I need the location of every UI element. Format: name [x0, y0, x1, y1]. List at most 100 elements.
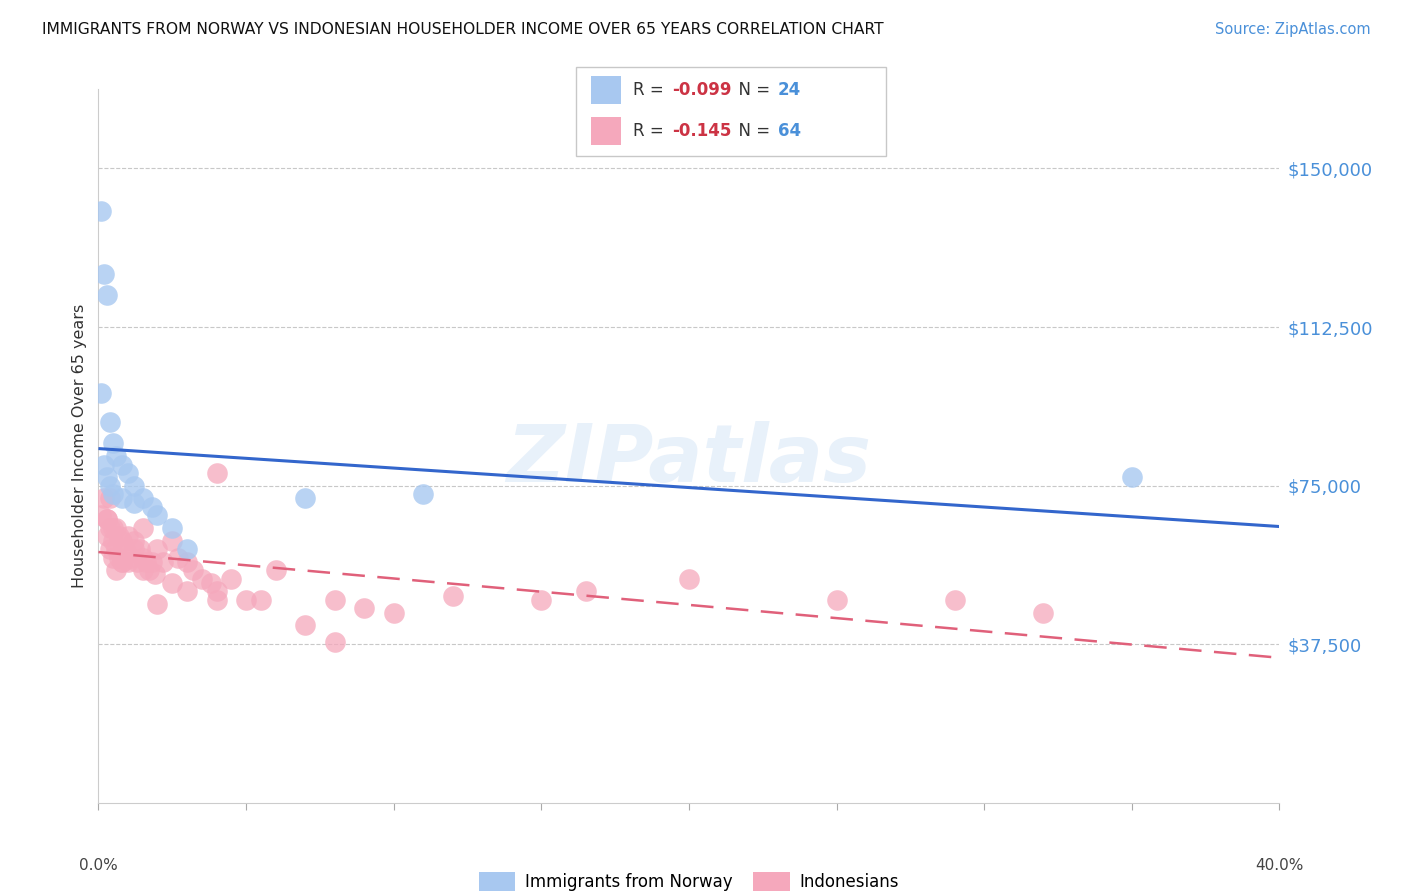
Point	[128, 542, 150, 557]
Point	[943, 592, 966, 607]
Point	[135, 555, 157, 569]
Point	[132, 563, 155, 577]
Point	[191, 572, 214, 586]
Point	[98, 521, 121, 535]
Point	[103, 436, 125, 450]
Point	[122, 542, 145, 557]
Point	[250, 592, 273, 607]
Point	[103, 487, 125, 501]
Point	[1121, 470, 1143, 484]
Point	[146, 597, 169, 611]
Text: IMMIGRANTS FROM NORWAY VS INDONESIAN HOUSEHOLDER INCOME OVER 65 YEARS CORRELATIO: IMMIGRANTS FROM NORWAY VS INDONESIAN HOU…	[42, 22, 884, 37]
Point	[93, 491, 115, 506]
Point	[117, 466, 139, 480]
Point	[382, 606, 405, 620]
Point	[114, 542, 136, 557]
Point	[264, 563, 287, 577]
Point	[117, 529, 139, 543]
Point	[176, 584, 198, 599]
Text: Source: ZipAtlas.com: Source: ZipAtlas.com	[1215, 22, 1371, 37]
Point	[93, 267, 115, 281]
Point	[132, 550, 155, 565]
Point	[143, 567, 166, 582]
Y-axis label: Householder Income Over 65 years: Householder Income Over 65 years	[72, 304, 87, 588]
Legend: Immigrants from Norway, Indonesians: Immigrants from Norway, Indonesians	[472, 865, 905, 892]
Point	[96, 529, 118, 543]
Point	[294, 491, 316, 506]
Text: ZIPatlas: ZIPatlas	[506, 421, 872, 500]
Point	[111, 533, 134, 548]
Point	[162, 521, 183, 535]
Point	[176, 542, 198, 557]
Point	[294, 618, 316, 632]
Point	[205, 592, 228, 607]
Point	[162, 533, 183, 548]
Point	[323, 635, 346, 649]
Point	[205, 584, 228, 599]
Point	[105, 521, 128, 535]
Point	[181, 563, 204, 577]
Point	[117, 555, 139, 569]
Text: R =: R =	[633, 122, 669, 140]
Point	[120, 550, 142, 565]
Point	[96, 288, 118, 302]
Point	[235, 592, 257, 607]
Point	[132, 491, 155, 506]
Text: -0.099: -0.099	[672, 81, 731, 99]
Point	[141, 555, 163, 569]
Point	[530, 592, 553, 607]
Point	[98, 415, 121, 429]
Point	[441, 589, 464, 603]
Point	[90, 203, 112, 218]
Point	[98, 478, 121, 492]
Point	[125, 555, 148, 569]
Point	[825, 592, 848, 607]
Point	[103, 550, 125, 565]
Point	[96, 512, 118, 526]
Point	[323, 592, 346, 607]
Point	[205, 466, 228, 480]
Point	[162, 575, 183, 590]
Point	[103, 533, 125, 548]
Text: R =: R =	[633, 81, 669, 99]
Point	[105, 542, 128, 557]
Point	[141, 500, 163, 514]
Text: N =: N =	[728, 122, 776, 140]
Text: 24: 24	[778, 81, 801, 99]
Point	[1032, 606, 1054, 620]
Point	[200, 575, 222, 590]
Point	[132, 521, 155, 535]
Point	[574, 584, 596, 599]
Text: -0.145: -0.145	[672, 122, 731, 140]
Point	[98, 491, 121, 506]
Point	[96, 470, 118, 484]
Point	[678, 572, 700, 586]
Text: 64: 64	[778, 122, 800, 140]
Point	[103, 521, 125, 535]
Point	[90, 385, 112, 400]
Point	[138, 563, 160, 577]
Point	[111, 491, 134, 506]
Text: 40.0%: 40.0%	[1256, 858, 1303, 872]
Point	[122, 478, 145, 492]
Point	[146, 542, 169, 557]
Point	[90, 508, 112, 523]
Text: N =: N =	[728, 81, 776, 99]
Point	[111, 458, 134, 472]
Point	[412, 487, 434, 501]
Point	[152, 555, 174, 569]
Point	[111, 555, 134, 569]
Point	[93, 458, 115, 472]
Point	[96, 512, 118, 526]
Point	[167, 550, 190, 565]
Point	[108, 550, 131, 565]
Point	[176, 555, 198, 569]
Point	[353, 601, 375, 615]
Point	[219, 572, 242, 586]
Text: 0.0%: 0.0%	[79, 858, 118, 872]
Point	[108, 529, 131, 543]
Point	[122, 495, 145, 509]
Point	[105, 563, 128, 577]
Point	[98, 542, 121, 557]
Point	[111, 555, 134, 569]
